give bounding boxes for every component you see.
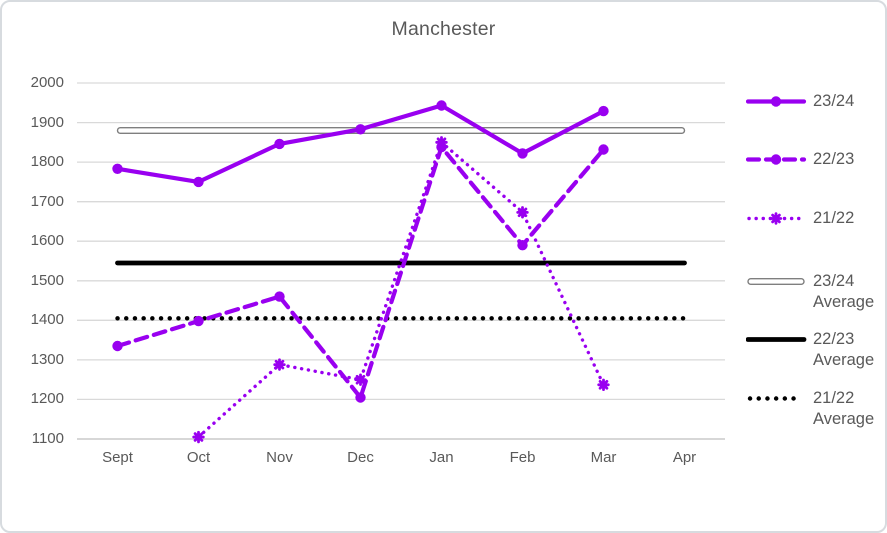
legend: 23/24 22/23 21/22 23/24 Average 22/23 Av… bbox=[746, 2, 884, 531]
legend-item-23-24: 23/24 bbox=[746, 91, 854, 112]
y-axis-tick-label: 1600 bbox=[30, 232, 64, 250]
legend-label: 21/22 bbox=[813, 209, 855, 227]
y-axis-tick-label: 1400 bbox=[30, 311, 64, 329]
legend-swatch-solid-line-icon bbox=[746, 96, 807, 107]
legend-label: 22/23 bbox=[813, 150, 855, 168]
x-axis-tick-label: Oct bbox=[186, 449, 211, 466]
legend-item-21-22-average: 21/22 Average bbox=[746, 388, 883, 430]
legend-item-22-23-average: 22/23 Average bbox=[746, 329, 883, 371]
chart-title: Manchester bbox=[391, 18, 496, 40]
y-axis-tick-label: 1500 bbox=[30, 271, 64, 289]
y-axis-tick-label: 1900 bbox=[30, 113, 64, 131]
legend-swatch-dotted-line-icon bbox=[747, 212, 805, 225]
x-axis-tick-label: Mar bbox=[590, 449, 617, 466]
legend-item-22-23: 22/23 bbox=[746, 149, 854, 170]
y-axis-tick-label: 1700 bbox=[30, 192, 64, 210]
x-axis-tick-label: Dec bbox=[347, 449, 374, 466]
legend-swatch-solid-black-line-icon bbox=[746, 337, 807, 342]
y-axis-tick-label: 1200 bbox=[30, 390, 64, 408]
x-axis-tick-label: Sept bbox=[102, 449, 133, 466]
y-axis-tick-label: 1100 bbox=[31, 430, 64, 447]
legend-label: 23/24 bbox=[813, 92, 855, 110]
legend-label: 22/23 Average bbox=[813, 330, 875, 369]
legend-item-23-24-average: 23/24 Average bbox=[746, 271, 883, 313]
y-axis-tick-label: 2000 bbox=[30, 74, 64, 91]
legend-label: 23/24 Average bbox=[813, 272, 875, 311]
legend-label: 21/22 Average bbox=[813, 389, 875, 428]
y-axis-tick-label: 1800 bbox=[30, 153, 64, 171]
legend-swatch-double-gray-line-icon bbox=[747, 277, 805, 285]
legend-item-21-22: 21/22 bbox=[746, 208, 854, 229]
y-axis-tick-label: 1300 bbox=[30, 350, 64, 368]
x-axis-tick-label: Feb bbox=[509, 449, 536, 466]
legend-swatch-dotted-black-line-icon bbox=[747, 396, 805, 401]
x-axis-tick-label: Jan bbox=[429, 449, 454, 466]
x-axis-tick-label: Nov bbox=[266, 449, 293, 466]
x-axis-tick-label: Apr bbox=[672, 449, 697, 466]
legend-swatch-dashed-line-icon bbox=[746, 154, 807, 165]
